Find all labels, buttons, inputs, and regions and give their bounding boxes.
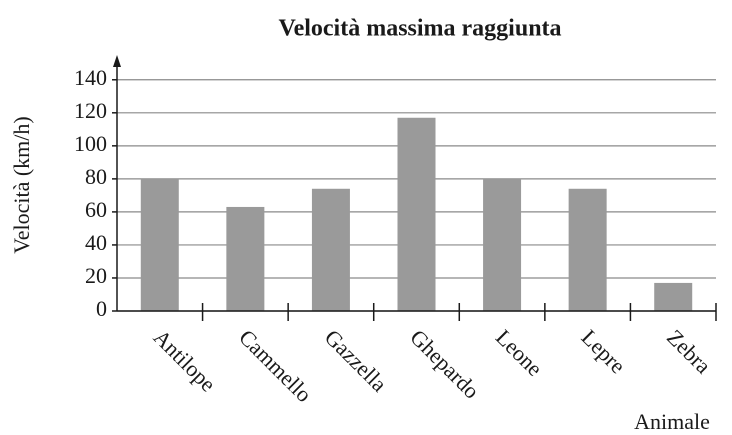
y-tick-label: 60 [85, 197, 107, 222]
y-axis-arrow [113, 55, 121, 67]
y-tick-label: 140 [74, 65, 107, 90]
x-tick-label: Zebra [662, 324, 716, 378]
x-axis-title: Animale [634, 409, 710, 434]
bar [226, 206, 265, 311]
x-tick-label: Lepre [577, 324, 631, 378]
x-tick-label: Antilope [149, 324, 221, 396]
y-tick-label: 40 [85, 230, 107, 255]
bar [397, 117, 436, 311]
x-tick-label: Cammello [234, 324, 316, 406]
bar [568, 188, 607, 311]
x-tick-label: Leone [491, 324, 548, 381]
bar [483, 178, 522, 311]
y-tick-label: 80 [85, 164, 107, 189]
y-tick-label: 120 [74, 98, 107, 123]
y-axis-title: Velocità (km/h) [9, 116, 34, 253]
y-tick-label: 100 [74, 131, 107, 156]
chart-title: Velocità massima raggiunta [278, 16, 561, 42]
x-tick-label: Gazzella [320, 324, 392, 396]
bar [654, 282, 693, 311]
bar [140, 178, 179, 311]
x-tick-label: Ghepardo [405, 324, 484, 403]
y-tick-label: 20 [85, 263, 107, 288]
y-tick-label: 0 [96, 296, 107, 321]
bar [311, 188, 350, 311]
